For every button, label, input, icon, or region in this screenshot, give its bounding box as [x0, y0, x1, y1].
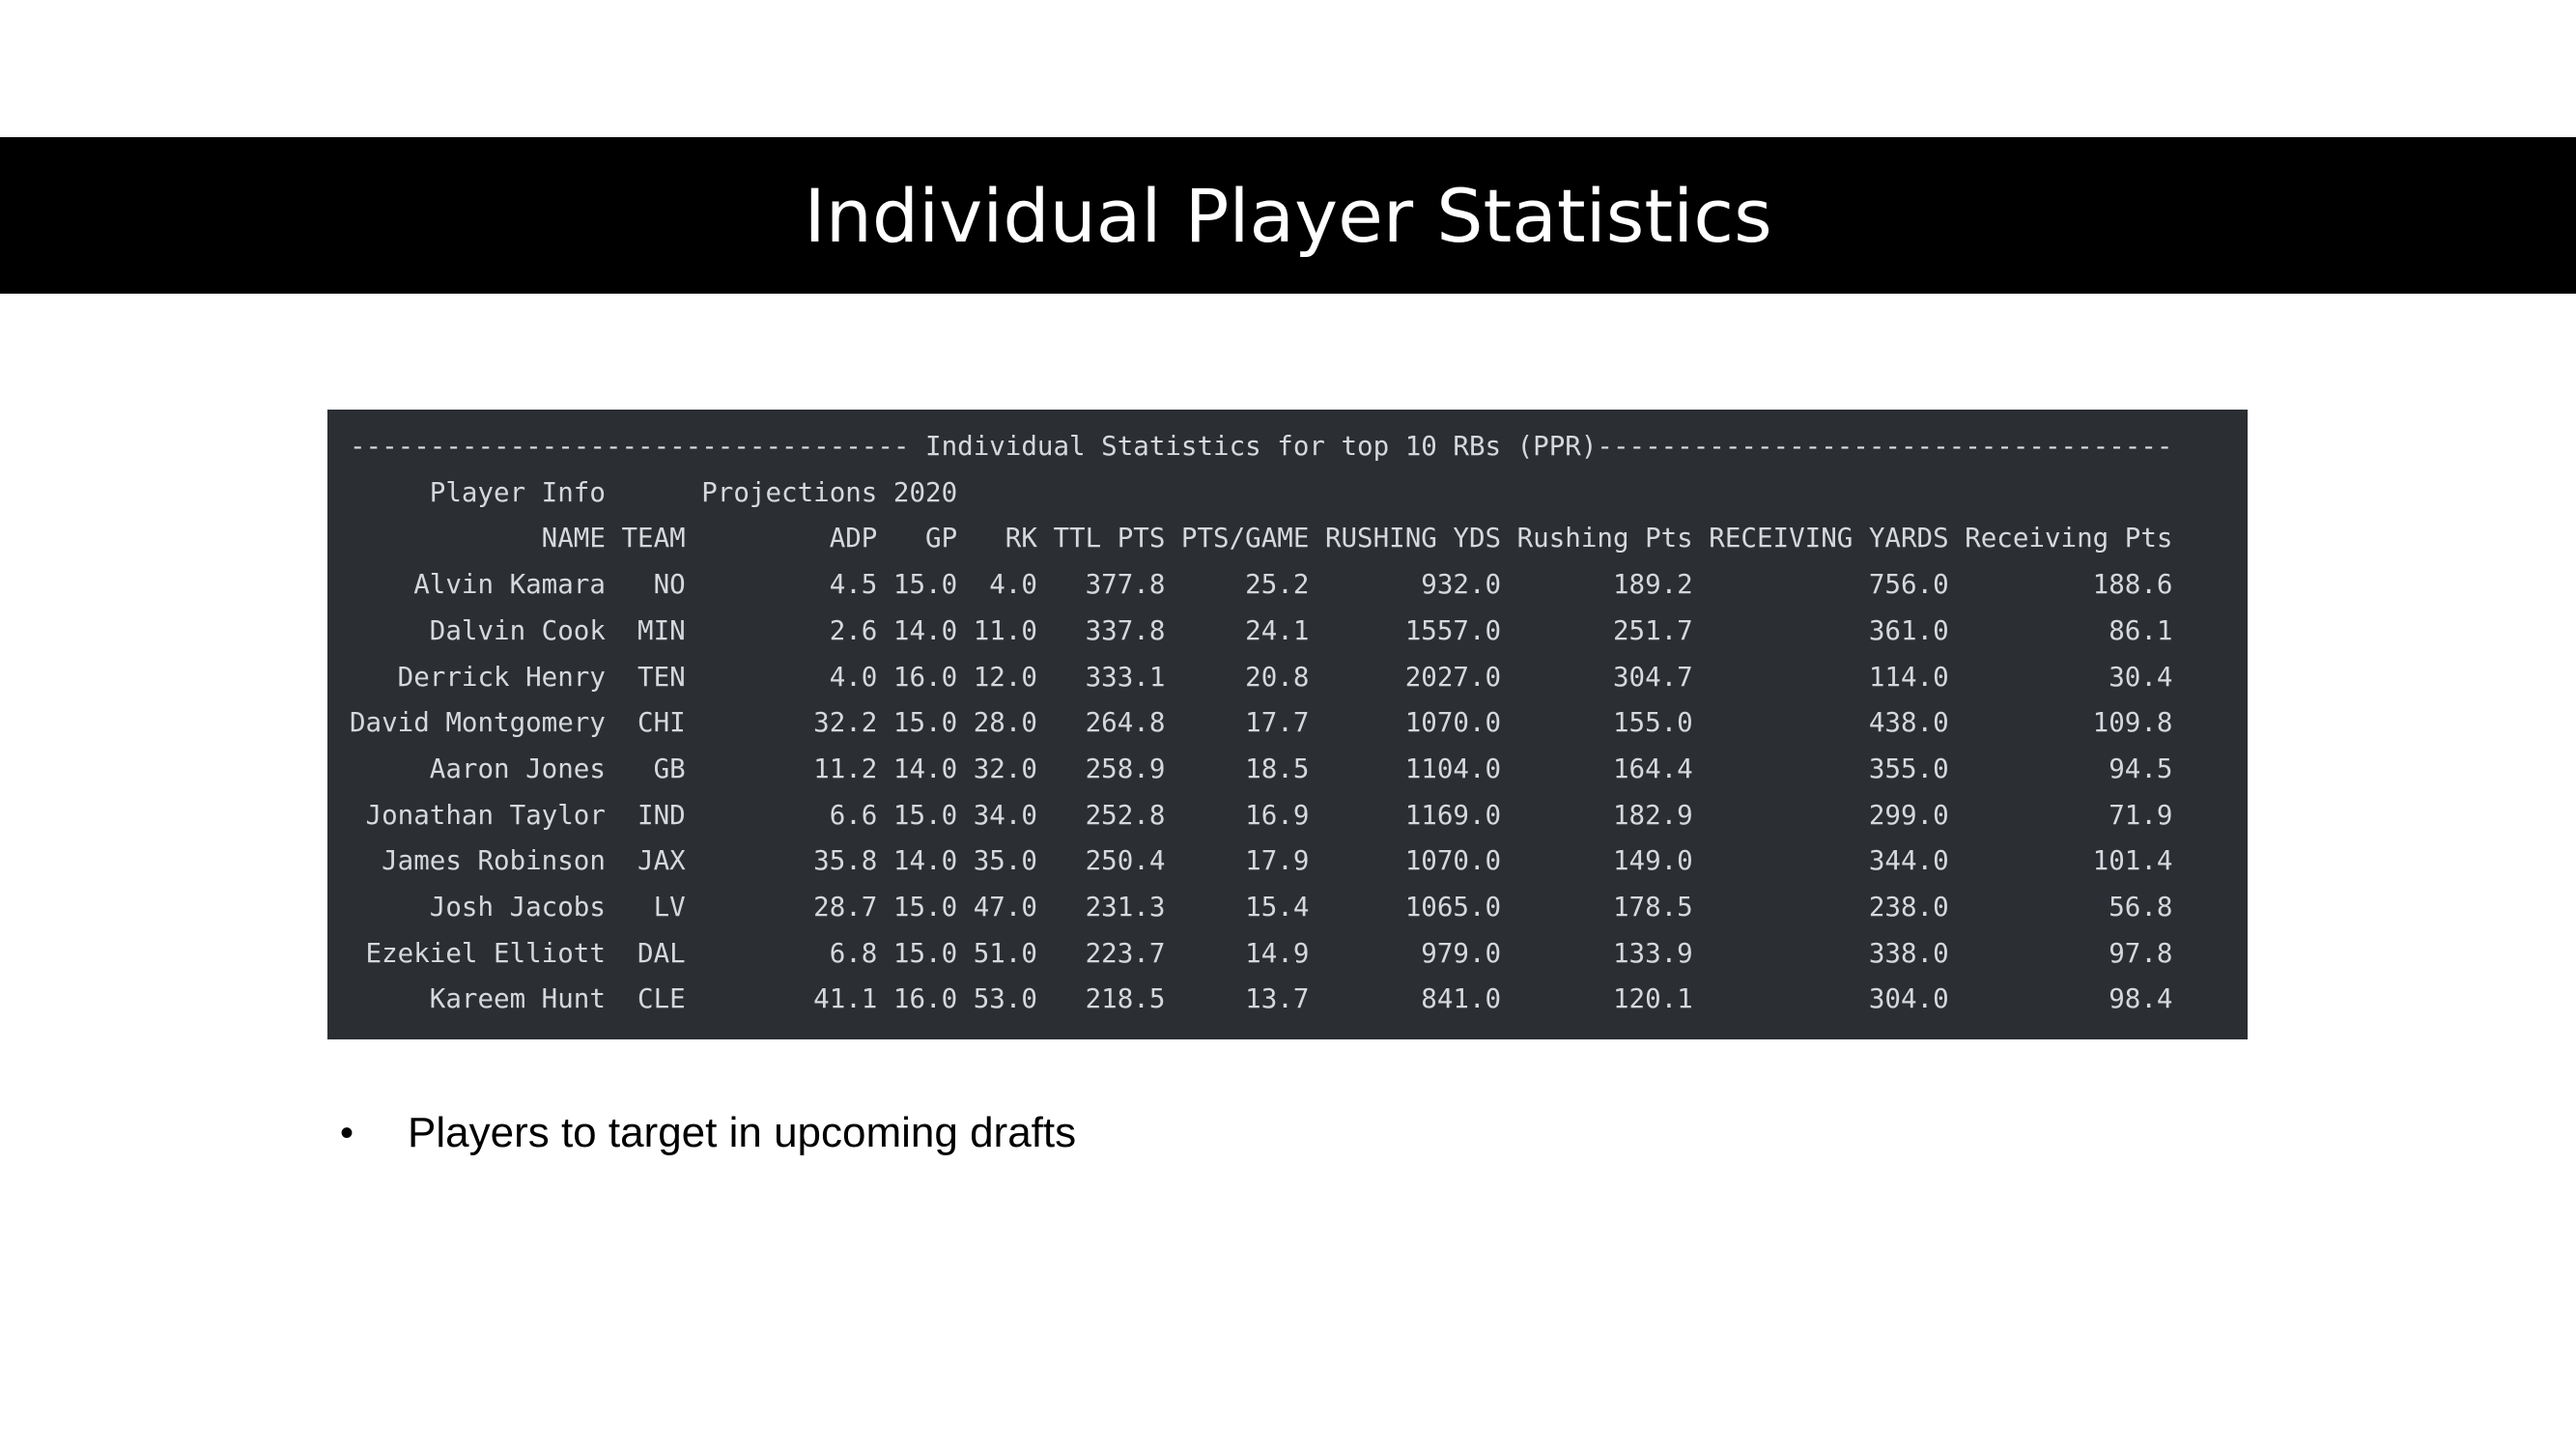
terminal-output: ----------------------------------- Indi…: [327, 410, 2248, 1039]
title-bar: Individual Player Statistics: [0, 137, 2576, 294]
stats-table-text: ----------------------------------- Indi…: [350, 431, 2173, 1015]
slide-title: Individual Player Statistics: [804, 172, 1772, 259]
bullet-text: Players to target in upcoming drafts: [408, 1109, 1077, 1156]
bullet-item: • Players to target in upcoming drafts: [340, 1109, 1076, 1157]
bullet-icon: •: [340, 1111, 354, 1154]
bullet-list: • Players to target in upcoming drafts: [340, 1109, 1076, 1157]
